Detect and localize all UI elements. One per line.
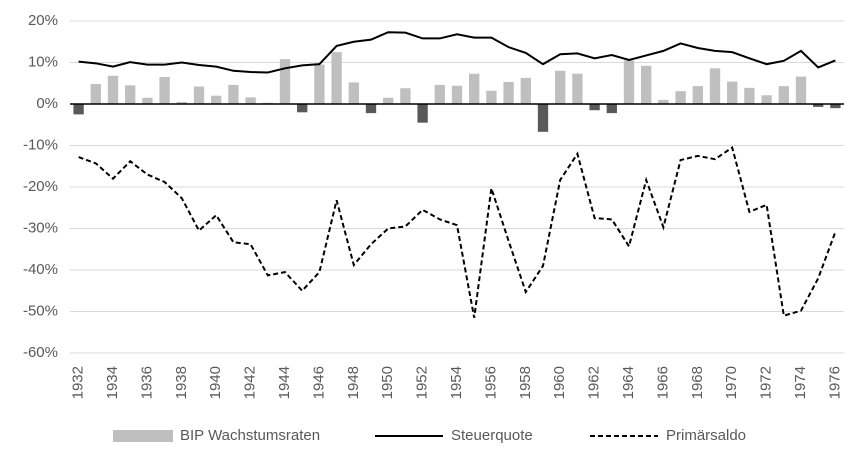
bar [383,97,394,104]
bar [73,104,84,115]
x-tick-label: 1936 [138,366,155,399]
x-tick-label: 1946 [310,366,327,399]
bar [692,86,703,104]
y-tick-label: -10% [23,136,58,153]
bar [193,86,205,104]
bar [572,73,583,104]
y-tick-label: 0% [36,95,58,112]
x-tick-label: 1970 [723,366,740,399]
bar [400,88,411,104]
bar [813,104,824,107]
x-tick-label: 1958 [517,366,534,399]
x-tick-label: 1940 [207,366,224,399]
bar [830,104,841,109]
bar [434,84,445,104]
x-tick-label: 1966 [654,366,671,399]
bar [211,95,222,104]
line [78,31,836,74]
x-tick-label: 1956 [482,366,499,399]
bar [451,85,463,104]
bar [125,85,136,104]
x-tick-label: 1954 [448,366,465,399]
bar [537,104,549,132]
bar [727,81,738,104]
bar [176,101,187,104]
x-tick-label: 1974 [792,366,809,399]
bar [606,104,617,114]
x-tick-label: 1972 [758,366,775,399]
x-tick-label: 1960 [551,366,568,399]
bar [658,99,669,104]
bar [503,82,514,104]
bar [623,60,635,104]
legend-swatch [113,430,173,442]
x-tick-label: 1942 [242,366,259,399]
bar [365,104,377,114]
bar [331,52,342,104]
y-tick-label: -20% [23,178,58,195]
legend-label: Primärsaldo [666,427,746,444]
bar [159,77,170,104]
x-tick-label: 1950 [379,366,396,399]
bar [709,68,721,104]
bar [778,86,789,104]
y-tick-label: -40% [23,261,58,278]
line [78,145,837,318]
x-tick-label: 1934 [104,366,121,399]
bar [675,91,686,104]
x-tick-label: 1944 [276,366,293,399]
bar [107,75,119,104]
x-tick-label: 1976 [826,366,843,399]
x-tick-label: 1968 [689,366,706,399]
bar [795,76,807,104]
legend-label: BIP Wachstumsraten [180,427,320,444]
bar [469,73,480,104]
bar [555,70,566,104]
x-tick-label: 1948 [345,366,362,399]
x-tick-label: 1938 [173,366,190,399]
bar [90,84,101,104]
bar [761,95,772,104]
x-tick-label: 1932 [70,366,87,399]
y-tick-label: -60% [23,344,58,361]
legend-label: Steuerquote [451,427,533,444]
y-tick-label: 20% [28,12,58,29]
bar [417,104,428,123]
bar [744,87,755,104]
bar [641,65,652,104]
y-tick-label: -30% [23,219,58,236]
bar [297,104,308,113]
x-tick-label: 1962 [586,366,603,399]
bar [279,59,291,104]
y-tick-label: 10% [28,53,58,70]
bar [228,84,239,104]
x-tick-label: 1952 [414,366,431,399]
bar [348,82,359,104]
y-tick-label: -50% [23,302,58,319]
bar [142,97,153,104]
bar [245,97,256,104]
bar [314,64,325,104]
bar [589,104,600,111]
bar [486,90,497,104]
x-tick-label: 1964 [620,366,637,399]
bar [520,77,531,104]
